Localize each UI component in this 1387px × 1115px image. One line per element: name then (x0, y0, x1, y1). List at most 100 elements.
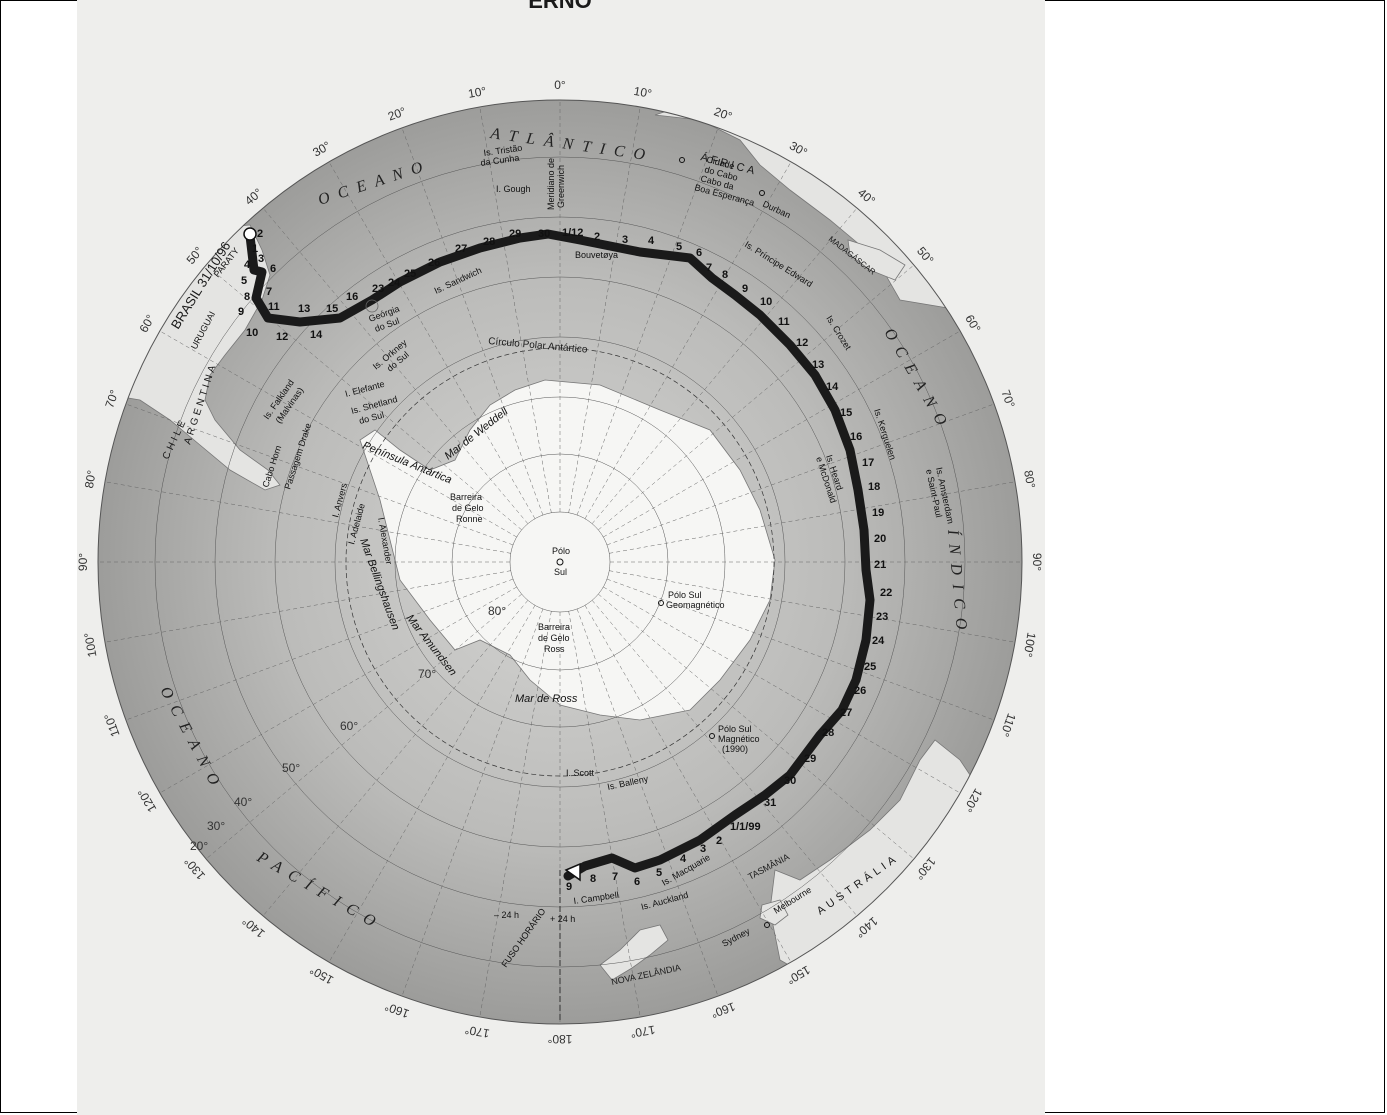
day-label: 5 (676, 241, 682, 253)
lat-label-40: 40° (234, 795, 252, 809)
georgia-marker (365, 299, 379, 313)
lat-label-50: 50° (282, 761, 300, 775)
greenwich-label-2: Greenwich (556, 165, 566, 208)
longitude-label: 40° (242, 185, 265, 208)
longitude-label: 50° (184, 244, 207, 267)
longitude-label: 0° (554, 78, 566, 92)
day-label: 10 (246, 327, 258, 339)
day-label: 13 (812, 359, 824, 371)
meridian-line (205, 593, 522, 860)
longitude-label: 120° (961, 786, 986, 815)
day-label: 7 (706, 262, 712, 274)
meridian-line (576, 127, 719, 516)
day-label: 3 (258, 253, 264, 265)
day-label: 6 (270, 263, 276, 275)
meridian-line (584, 161, 792, 519)
greenwich-label-1: Meridiano de (546, 158, 556, 210)
day-label: 10 (760, 296, 772, 308)
lat-label-30: 30° (207, 819, 225, 833)
longitude-label: 70° (998, 388, 1017, 410)
longitude-label: 40° (855, 186, 878, 209)
meridian-line (159, 586, 517, 794)
day-label: 12 (796, 337, 808, 349)
day-label: 30 (538, 228, 550, 240)
longitude-label: 10° (467, 84, 488, 101)
day-label: 4 (680, 853, 687, 865)
meridian-line (479, 106, 552, 513)
meridian-line (328, 605, 536, 963)
day-label: 28 (483, 236, 495, 248)
meridian-line (584, 605, 792, 963)
meridian-line (401, 127, 544, 516)
south-pole-marker (556, 558, 564, 566)
longitude-label: 170° (464, 1023, 491, 1041)
longitude-label: 70° (102, 388, 121, 410)
antarctica-land (359, 379, 776, 721)
geomag-label-2: Geomagnético (666, 600, 725, 610)
meridian-line (603, 330, 961, 538)
map-rim (97, 99, 1023, 1025)
meridian-line (568, 611, 641, 1018)
meridian-line (603, 586, 961, 794)
day-label: 2 (257, 228, 263, 240)
new-zealand-land (599, 924, 669, 981)
meridian-line (598, 264, 915, 531)
day-label: 23 (372, 283, 384, 295)
scott-label: I. Scott (566, 768, 595, 778)
day-label: 6 (634, 876, 640, 888)
longitude-label: 130° (912, 854, 939, 882)
bouvetoya-label: Bouvetøya (575, 250, 618, 260)
time-zone-minus: – 24 h (494, 910, 519, 920)
day-label: 5 (241, 275, 247, 287)
day-label: 28 (822, 727, 834, 739)
day-label: 21 (874, 559, 886, 571)
gough-label: I. Gough (496, 184, 531, 194)
longitude-label: 140° (239, 914, 267, 941)
meridian-line (609, 570, 1016, 643)
ronne-label-3: Ronne (456, 514, 483, 524)
day-label: 7 (612, 871, 618, 883)
ross-label-1: Barreira (538, 622, 570, 632)
longitude-label: 150° (307, 963, 336, 988)
day-label: 7 (266, 286, 272, 298)
day-label: 14 (310, 329, 323, 341)
day-label: 29 (804, 753, 816, 765)
longitude-label: 30° (310, 138, 333, 159)
longitude-label: 110° (101, 711, 122, 738)
longitude-label: 170° (629, 1023, 656, 1041)
longitude-label: 20° (712, 104, 734, 123)
magnetic-pole-marker (709, 733, 715, 739)
day-label: 11 (268, 301, 280, 313)
day-label: 2 (716, 835, 722, 847)
day-label: 9 (238, 306, 244, 318)
meridian-line (568, 106, 641, 513)
meridians (98, 100, 1022, 1024)
day-label: 4 (244, 259, 251, 271)
day-label: 30 (784, 775, 796, 787)
day-label: 12 (276, 331, 288, 343)
cidade-do-cabo-marker (679, 157, 685, 163)
longitude-label: 30° (787, 138, 810, 159)
day-label: 1/12 (562, 227, 583, 239)
longitude-label: 120° (135, 786, 160, 815)
longitude-label: 180° (547, 1032, 572, 1046)
day-label: 8 (244, 291, 250, 303)
meridian-line (591, 600, 858, 917)
lat-label-20: 20° (190, 839, 208, 853)
header-fragment: ERNO (528, 0, 592, 13)
end-marker (564, 862, 581, 882)
meridian-line (262, 207, 529, 524)
day-label: 3 (700, 843, 706, 855)
meridian-line (159, 330, 517, 538)
longitude-label: 10° (633, 84, 654, 101)
day-label: 23 (876, 611, 888, 623)
magnetic-label-1: Pólo Sul (718, 724, 752, 734)
day-label: 4 (648, 235, 655, 247)
lat-label-80: 80° (488, 604, 506, 618)
meridian-line (606, 403, 995, 546)
geomag-marker (658, 600, 664, 606)
day-label: 13 (298, 303, 310, 315)
route-day-labels: 2 3 4 5 6 7 8 9 10 11 12 13 14 15 16 23 … (238, 227, 892, 893)
meridian-line (262, 600, 529, 917)
meridian-line (125, 403, 514, 546)
